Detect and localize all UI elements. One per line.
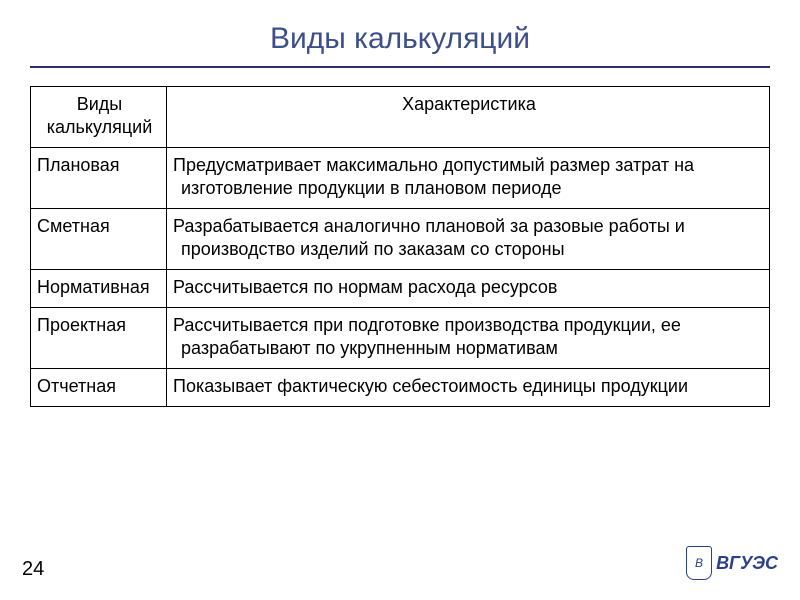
cell-type: Плановая (31, 148, 167, 209)
logo-crest-icon: В (686, 546, 712, 580)
cell-type: Сметная (31, 209, 167, 270)
col-header-desc: Характеристика (167, 87, 770, 148)
slide-title: Виды калькуляций (0, 0, 800, 66)
title-underline (30, 66, 770, 68)
table-container: Виды калькуляций Характеристика Плановая… (0, 86, 800, 407)
slide: Виды калькуляций Виды калькуляций Характ… (0, 0, 800, 600)
cell-desc: Рассчитывается по нормам расхода ресурсо… (167, 270, 770, 308)
page-number: 24 (22, 559, 36, 580)
cell-desc: Разрабатывается аналогично плановой за р… (167, 209, 770, 270)
table-row: Нормативная Рассчитывается по нормам рас… (31, 270, 770, 308)
cell-desc: Предусматривает максимально допустимый р… (167, 148, 770, 209)
cell-type: Отчетная (31, 369, 167, 407)
table-row: Сметная Разрабатывается аналогично плано… (31, 209, 770, 270)
table-row: Проектная Рассчитывается при подготовке … (31, 308, 770, 369)
logo-text: ВГУЭС (716, 553, 778, 574)
table-row: Плановая Предусматривает максимально доп… (31, 148, 770, 209)
cell-type: Проектная (31, 308, 167, 369)
col-header-type: Виды калькуляций (31, 87, 167, 148)
table-row: Отчетная Показывает фактическую себестои… (31, 369, 770, 407)
footer-logo: В ВГУЭС (686, 546, 778, 580)
cell-type: Нормативная (31, 270, 167, 308)
table-header-row: Виды калькуляций Характеристика (31, 87, 770, 148)
cell-desc: Рассчитывается при подготовке производст… (167, 308, 770, 369)
calc-types-table: Виды калькуляций Характеристика Плановая… (30, 86, 770, 407)
cell-desc: Показывает фактическую себестоимость еди… (167, 369, 770, 407)
